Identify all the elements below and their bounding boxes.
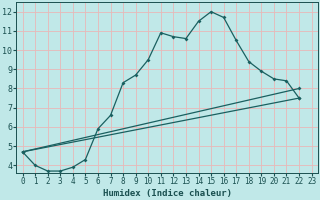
X-axis label: Humidex (Indice chaleur): Humidex (Indice chaleur) <box>103 189 232 198</box>
